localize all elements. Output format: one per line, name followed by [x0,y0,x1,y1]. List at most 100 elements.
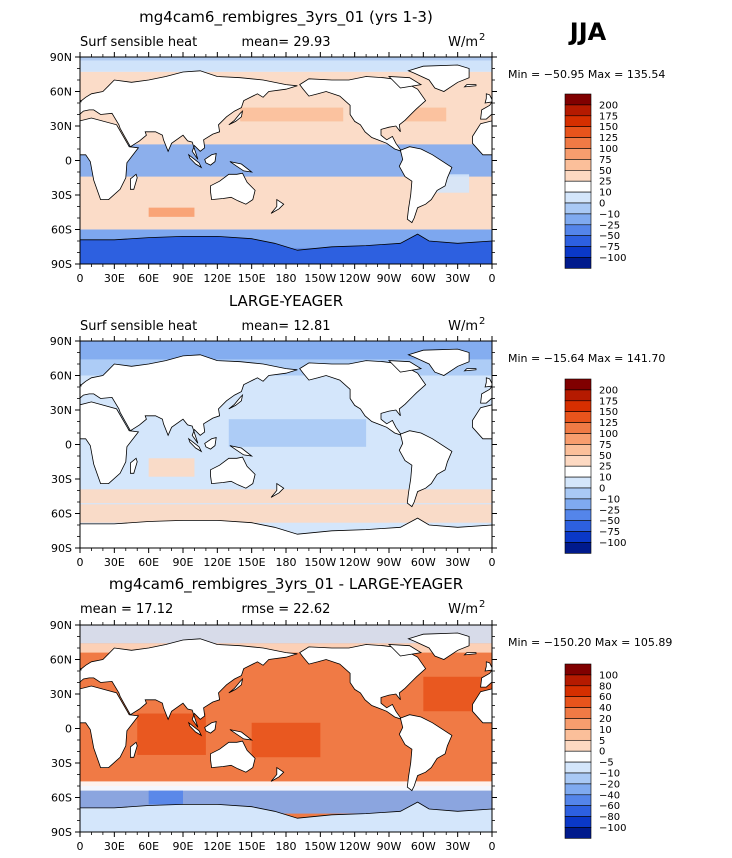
colorbar-swatch [564,411,592,423]
y-tick-label: 90S [51,826,72,839]
colorbar-label: −75 [599,242,620,253]
field-region [80,60,492,72]
x-tick-label: 120E [203,840,231,853]
colorbar-swatch [564,137,592,149]
panel-units: W/m [448,35,478,50]
x-tick-label: 90E [173,840,194,853]
colorbar-swatch [564,389,592,402]
colorbar-swatch [564,235,592,247]
colorbar-swatch [564,126,592,138]
x-tick-label: 0 [489,272,496,285]
land-eurasia [480,101,492,120]
land-south_america [398,430,453,508]
land-north_america [712,645,732,720]
colorbar-swatch [564,454,592,467]
colorbar-label: 25 [599,177,612,188]
colorbar-label: 75 [599,155,612,166]
y-tick-label: 60N [50,370,72,383]
y-tick-label: 60S [51,792,72,805]
x-tick-label: 0 [77,840,84,853]
x-tick-label: 120W [339,556,371,569]
x-tick-label: 180 [276,840,297,853]
colorbar-label: 0 [599,199,605,210]
field-region [80,341,492,360]
land-eurasia [80,70,298,160]
colorbar-label: 200 [599,385,618,396]
land-eurasia [80,638,298,728]
land-baffin [387,76,423,89]
colorbar-swatch [564,224,592,237]
x-tick-label: 60E [138,272,159,285]
land-greenland [0,65,57,92]
panel-units-superscript: 2 [479,599,485,610]
panel-minmax: Min = −50.95 Max = 135.54 [508,68,665,81]
colorbar-label: 200 [599,100,618,111]
panel-left-label: Surf sensible heat [80,319,197,334]
y-tick-label: 90N [50,335,72,348]
colorbar-label: 125 [599,418,618,429]
y-tick-label: 60S [51,224,72,237]
colorbar-swatch [564,805,592,817]
land-borneo [617,154,629,166]
land-japan [228,677,244,694]
land-new_zealand [270,766,285,782]
colorbar-label: 10 [599,188,612,199]
land-new_zealand [270,198,285,214]
map-field [80,625,732,832]
land-new_guinea [229,445,254,457]
land-borneo [617,438,629,450]
land-australia [210,740,256,773]
colorbar-label: −100 [599,823,626,834]
colorbar-label: −75 [599,527,620,538]
land-africa [472,120,492,156]
x-tick-label: 150E [238,272,266,285]
colorbar-swatch [564,400,592,412]
colorbar-swatch [564,476,592,489]
colorbar-label: −10 [599,209,620,220]
colorbar-swatch [564,696,592,708]
x-tick-label: 90W [377,840,402,853]
colorbar-swatch [564,498,592,511]
colorbar-label: −20 [599,779,620,790]
land-south_america [0,431,40,507]
colorbar-label: 80 [599,681,612,692]
land-new_guinea [229,729,254,741]
colorbar-label: −50 [599,516,620,527]
land-eurasia [480,385,492,404]
x-tick-label: 0 [77,556,84,569]
colorbar-swatch [564,783,592,796]
land-borneo [617,722,629,734]
x-tick-label: 60E [138,840,159,853]
land-greenland [407,632,470,660]
colorbar-label: −80 [599,812,620,823]
panels-group: mg4cam6_rembigres_3yrs_01 (yrs 1-3) Surf … [0,8,732,853]
land-borneo [204,721,217,734]
season-label: JJA [568,18,607,46]
y-tick-label: 30S [51,473,72,486]
land-south_america [398,714,453,792]
land-group [0,348,655,548]
panel-title: LARGE-YEAGER [229,292,343,310]
land-new_zealand [683,200,696,214]
x-tick-label: 60W [411,556,436,569]
land-australia [210,172,256,205]
land-japan [641,395,655,409]
y-tick-label: 0 [65,155,72,168]
x-tick-label: 150W [304,840,336,853]
colorbar-label: 0 [599,484,605,495]
land-sumatra [187,153,203,169]
panel-diff: mg4cam6_rembigres_3yrs_01 - LARGE-YEAGER… [50,575,732,853]
land-new_zealand [270,482,285,498]
colorbar-swatch [564,433,592,445]
panel-minmax: Min = −15.64 Max = 141.70 [508,352,665,365]
field-region [240,107,344,122]
colorbar-swatch [564,115,592,128]
land-baffin [0,361,9,373]
colorbar-swatch [564,816,592,828]
panel-units: W/m [448,319,478,334]
colorbar-swatch [564,761,592,774]
colorbar-swatch [564,827,592,839]
y-tick-label: 90S [51,258,72,271]
colorbar-swatch [564,213,592,226]
x-tick-label: 150W [304,556,336,569]
